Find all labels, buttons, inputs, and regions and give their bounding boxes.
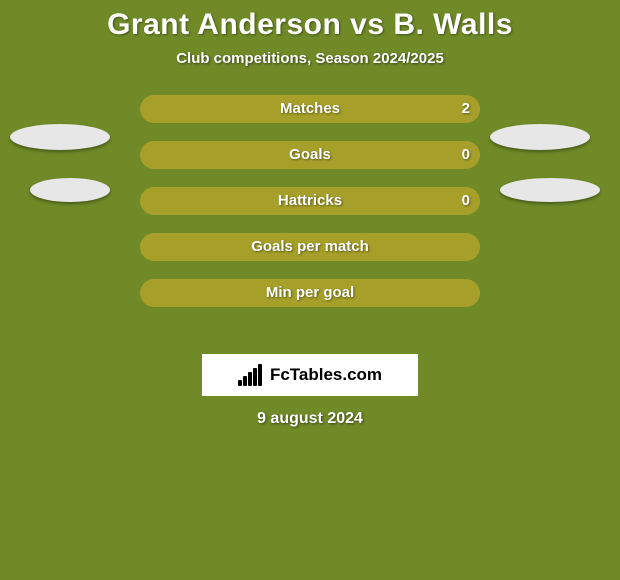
decorative-ellipse <box>10 124 110 150</box>
decorative-ellipse <box>30 178 110 202</box>
comparison-card: Grant Anderson vs B. Walls Club competit… <box>0 0 620 580</box>
decorative-ellipse <box>490 124 590 150</box>
bar-track <box>140 233 480 261</box>
stat-row: Goals per match <box>0 233 620 261</box>
date-label: 9 august 2024 <box>0 410 620 428</box>
page-title: Grant Anderson vs B. Walls <box>0 0 620 42</box>
bar-fill <box>140 279 480 307</box>
stat-row: Min per goal <box>0 279 620 307</box>
bar-fill <box>140 187 480 215</box>
barchart-icon <box>238 364 264 386</box>
stat-row: Matches2 <box>0 95 620 123</box>
fctables-logo: FcTables.com <box>202 354 418 396</box>
bar-fill <box>140 95 480 123</box>
bar-track <box>140 279 480 307</box>
bar-track <box>140 187 480 215</box>
logo-text: FcTables.com <box>270 365 382 385</box>
subtitle: Club competitions, Season 2024/2025 <box>0 50 620 67</box>
bar-fill <box>140 233 480 261</box>
bar-track <box>140 95 480 123</box>
bar-fill <box>140 141 480 169</box>
decorative-ellipse <box>500 178 600 202</box>
bar-track <box>140 141 480 169</box>
